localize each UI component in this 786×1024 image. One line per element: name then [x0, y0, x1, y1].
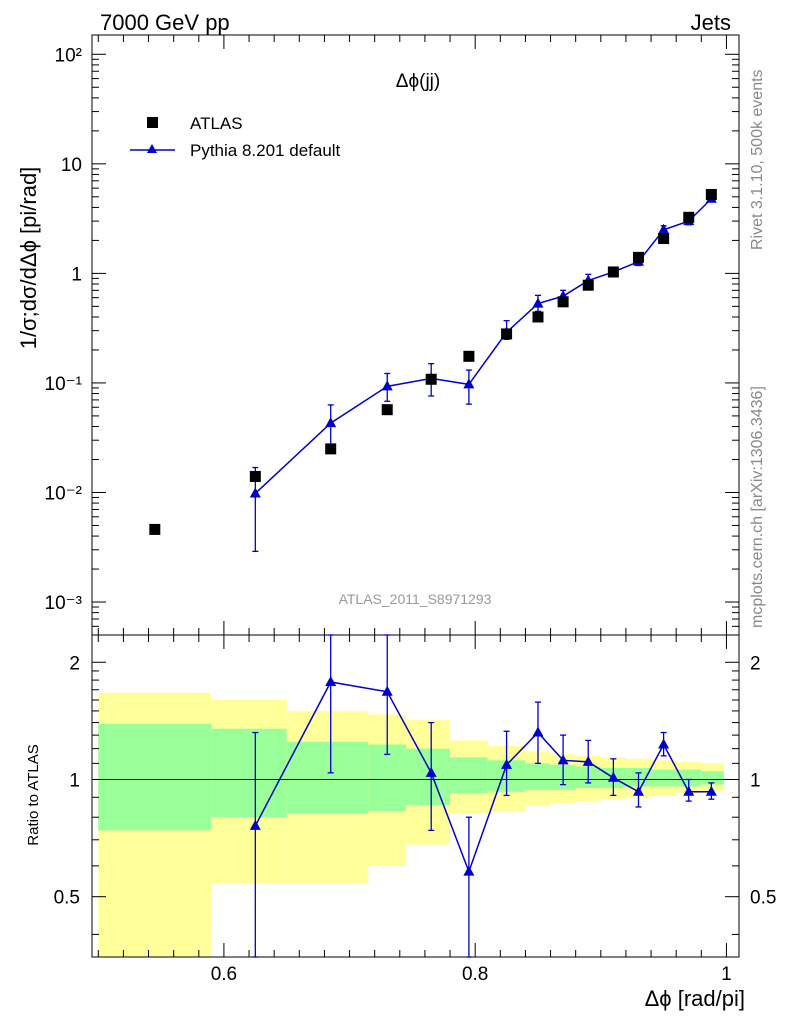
- atlas-point: [532, 311, 544, 323]
- header-right: Jets: [691, 10, 731, 35]
- ratio-tick-label-left: 2: [69, 653, 80, 674]
- ratio-tick-label-right: 1: [750, 770, 761, 791]
- ratio-point: [582, 755, 594, 766]
- pythia-line: [254, 198, 712, 494]
- y-tick-label: 10⁻¹: [45, 374, 83, 395]
- ratio-point: [463, 865, 475, 876]
- ratio-point: [325, 675, 337, 686]
- band-green: [651, 769, 677, 787]
- atlas-point: [325, 443, 337, 455]
- ratio-plot-frame: [91, 634, 740, 958]
- ratio-point: [249, 819, 261, 830]
- ratio-y-axis-label: Ratio to ATLAS: [25, 744, 42, 845]
- ratio-point: [607, 771, 619, 782]
- ratio-tick-label-left: 0.5: [54, 888, 80, 909]
- rivet-label: Rivet 3.1.10, 500k events: [749, 69, 766, 250]
- legend-atlas-marker: [147, 117, 158, 128]
- x-tick-label: 1: [721, 964, 732, 985]
- pythia-point: [463, 378, 475, 389]
- band-green: [211, 728, 287, 818]
- atlas-point: [381, 404, 393, 416]
- atlas-point: [249, 470, 261, 482]
- atlas-point: [425, 373, 437, 385]
- x-tick-label: 0.6: [211, 964, 237, 985]
- ratio-point: [532, 726, 544, 737]
- atlas-point: [557, 296, 569, 308]
- ratio-point: [658, 738, 670, 749]
- legend-pythia-label: Pythia 8.201 default: [190, 141, 341, 160]
- y-tick-label: 1: [71, 264, 82, 285]
- y-tick-label: 10⁻³: [45, 593, 83, 614]
- pythia-point: [381, 380, 393, 391]
- axis-ticks: 0.6 0.8 1 10⁻³ 10⁻² 10⁻¹ 1 10 10² 0.5 0.5 1 1 2 2: [45, 35, 776, 985]
- atlas-point: [705, 188, 717, 200]
- pythia-point: [532, 297, 544, 308]
- ratio-tick-label-left: 1: [69, 770, 80, 791]
- analysis-label: ATLAS_2011_S8971293: [339, 591, 492, 607]
- ratio-line: [254, 681, 712, 874]
- ratio-tick-label-right: 0.5: [750, 888, 776, 909]
- ratio-point: [557, 754, 569, 765]
- band-green: [450, 757, 488, 794]
- atlas-point: [607, 266, 619, 278]
- ratio-point: [501, 758, 513, 769]
- legend: ATLAS Pythia 8.201 default: [130, 114, 341, 160]
- pythia-point: [325, 417, 337, 428]
- pythia-point: [249, 487, 261, 498]
- y-tick-label: 10: [61, 155, 82, 176]
- plot-title: Δϕ(jj): [396, 71, 440, 92]
- pythia-series: [249, 192, 717, 553]
- band-green: [98, 723, 212, 831]
- ratio-bands: [92, 692, 739, 957]
- atlas-point: [683, 211, 695, 223]
- header-left: 7000 GeV pp: [100, 10, 230, 35]
- atlas-point: [658, 233, 670, 245]
- band-green: [286, 741, 369, 814]
- atlas-point: [463, 350, 475, 362]
- legend-pythia-marker: [147, 144, 157, 153]
- band-green: [525, 763, 551, 790]
- y-tick-label: 10²: [55, 45, 82, 66]
- ratio-point: [632, 785, 644, 796]
- atlas-point: [632, 251, 644, 263]
- ratio-point: [381, 685, 393, 696]
- atlas-point: [582, 279, 594, 291]
- band-green: [676, 769, 702, 787]
- ratio-series: [249, 634, 717, 958]
- legend-atlas-label: ATLAS: [190, 114, 243, 133]
- atlas-point: [149, 523, 161, 535]
- ratio-point: [705, 785, 717, 796]
- x-axis-label: Δϕ [rad/pi]: [645, 986, 745, 1011]
- band-green: [701, 771, 724, 785]
- mcplots-label: mcplots.cern.ch [arXiv:1306.3436]: [749, 386, 766, 628]
- y-tick-label: 10⁻²: [45, 483, 83, 504]
- x-tick-label: 0.8: [462, 964, 488, 985]
- ratio-tick-label-right: 2: [750, 653, 761, 674]
- pythia-point: [658, 223, 670, 234]
- ratio-point: [425, 766, 437, 777]
- ratio-point: [683, 785, 695, 796]
- band-green: [368, 744, 407, 811]
- atlas-point: [501, 328, 513, 340]
- atlas-series: [149, 188, 717, 535]
- y-axis-label: 1/σ;dσ/dΔϕ [pi/rad]: [16, 167, 41, 350]
